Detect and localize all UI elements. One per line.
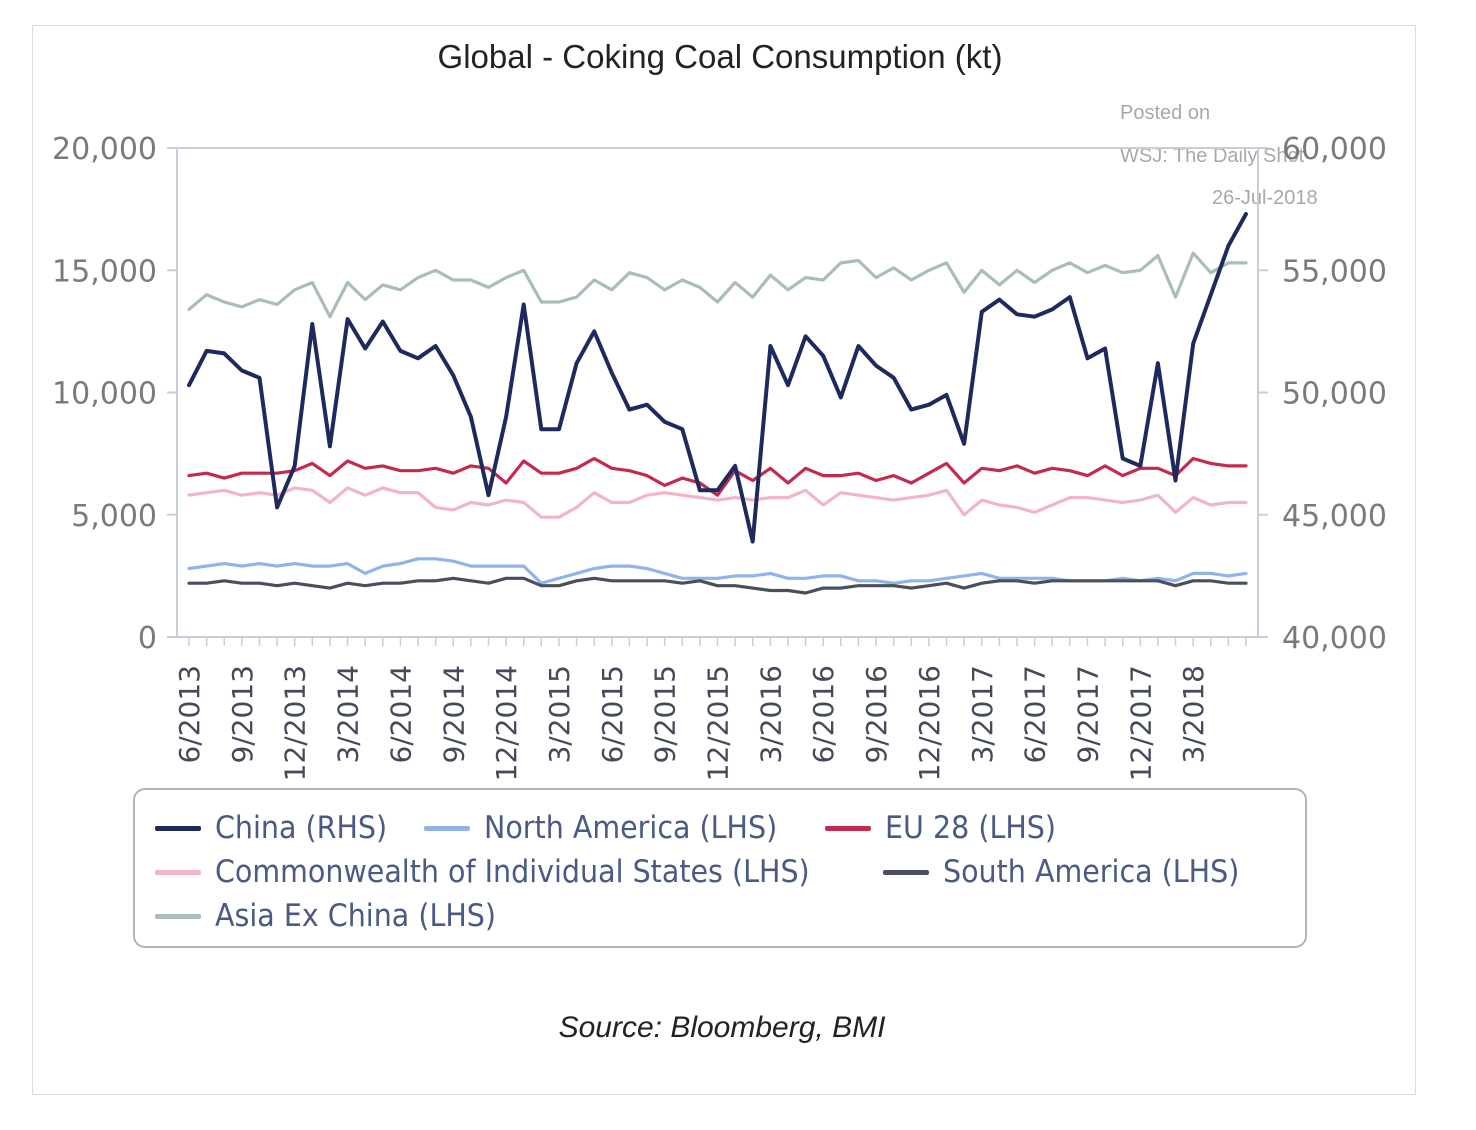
legend-row: Commonwealth of Individual States (LHS) S…	[155, 850, 1305, 894]
series-group	[187, 212, 1248, 595]
x-tick-label: 3/2017	[966, 665, 999, 764]
legend-item: South America (LHS)	[883, 854, 1265, 890]
x-tick-label: 6/2014	[384, 665, 417, 764]
series-line-commonwealth-of-individual-states-lhs	[187, 486, 1248, 519]
x-tick-label: 3/2014	[332, 665, 365, 764]
legend-row: Asia Ex China (LHS)	[155, 894, 1305, 938]
x-tick-label: 12/2014	[490, 665, 523, 781]
legend-item: Asia Ex China (LHS)	[155, 898, 520, 934]
right-tick-label: 50,000	[1282, 377, 1387, 412]
x-tick-label: 9/2016	[860, 665, 893, 764]
x-tick-label: 3/2015	[543, 665, 576, 764]
x-tick-label: 3/2018	[1177, 665, 1210, 764]
x-tick-label: 12/2016	[913, 665, 946, 781]
legend-swatch	[424, 825, 471, 831]
x-tick-label: 3/2016	[754, 665, 787, 764]
legend-swatch	[155, 869, 201, 875]
x-tick-label: 9/2015	[649, 665, 682, 764]
x-tick-label: 6/2017	[1019, 665, 1052, 764]
left-tick-label: 15,000	[52, 254, 157, 289]
right-tick-label: 55,000	[1282, 254, 1387, 289]
legend-item: Commonwealth of Individual States (LHS)	[155, 854, 861, 890]
right-axis: 40,000 45,000 50,000 55,000 60,000	[1258, 132, 1387, 656]
right-tick-label: 45,000	[1282, 499, 1387, 534]
series-line-south-america-lhs	[187, 576, 1248, 595]
right-tick-label: 60,000	[1282, 132, 1387, 167]
left-tick-label: 20,000	[52, 132, 157, 167]
series-line-eu-28-lhs	[187, 456, 1248, 497]
legend-label: North America (LHS)	[484, 810, 778, 846]
legend-swatch	[824, 825, 871, 831]
x-tick-label: 12/2017	[1124, 665, 1157, 781]
legend-item: EU 28 (LHS)	[824, 810, 1071, 846]
series-line-china-rhs	[187, 212, 1248, 544]
legend-item: North America (LHS)	[424, 810, 803, 846]
legend-row: China (RHS) North America (LHS) EU 28 (LHS…	[155, 806, 1305, 850]
x-tick-label: 12/2013	[279, 665, 312, 781]
legend-swatch	[155, 913, 201, 919]
right-tick-label: 40,000	[1282, 621, 1387, 656]
source-note: Source: Bloomberg, BMI	[559, 1011, 886, 1044]
left-tick-label: 0	[138, 621, 157, 656]
legend-item: China (RHS)	[155, 810, 402, 846]
x-tick-label: 9/2013	[226, 665, 259, 764]
x-tick-label: 6/2013	[173, 665, 206, 764]
left-tick-label: 5,000	[71, 499, 157, 534]
legend-swatch	[883, 869, 930, 875]
left-tick-label: 10,000	[52, 377, 157, 412]
legend-label: Asia Ex China (LHS)	[215, 898, 497, 934]
x-tick-label: 12/2015	[702, 665, 735, 781]
chart-title: Global - Coking Coal Consumption (kt)	[438, 38, 1003, 75]
series-line-asia-ex-china-lhs	[187, 251, 1248, 319]
legend-label: South America (LHS)	[943, 854, 1240, 890]
watermark-line: Posted on	[1120, 102, 1210, 124]
legend-swatch	[155, 825, 201, 831]
x-tick-label: 9/2014	[437, 665, 470, 764]
x-tick-label: 9/2017	[1071, 665, 1104, 764]
legend-label: China (RHS)	[215, 810, 388, 846]
legend-label: Commonwealth of Individual States (LHS)	[215, 854, 810, 890]
left-axis: 0 5,000 10,000 15,000 20,000	[52, 132, 177, 656]
legend-label: EU 28 (LHS)	[884, 810, 1056, 846]
x-tick-label: 6/2015	[596, 665, 629, 764]
x-axis: 6/2013 9/2013 12/2013 3/2014 6/2014 9/2014 12/…	[173, 637, 1247, 781]
watermark-line: 26-Jul-2018	[1212, 187, 1318, 209]
x-tick-label: 6/2016	[807, 665, 840, 764]
legend: China (RHS) North America (LHS) EU 28 (LHS…	[133, 788, 1307, 948]
